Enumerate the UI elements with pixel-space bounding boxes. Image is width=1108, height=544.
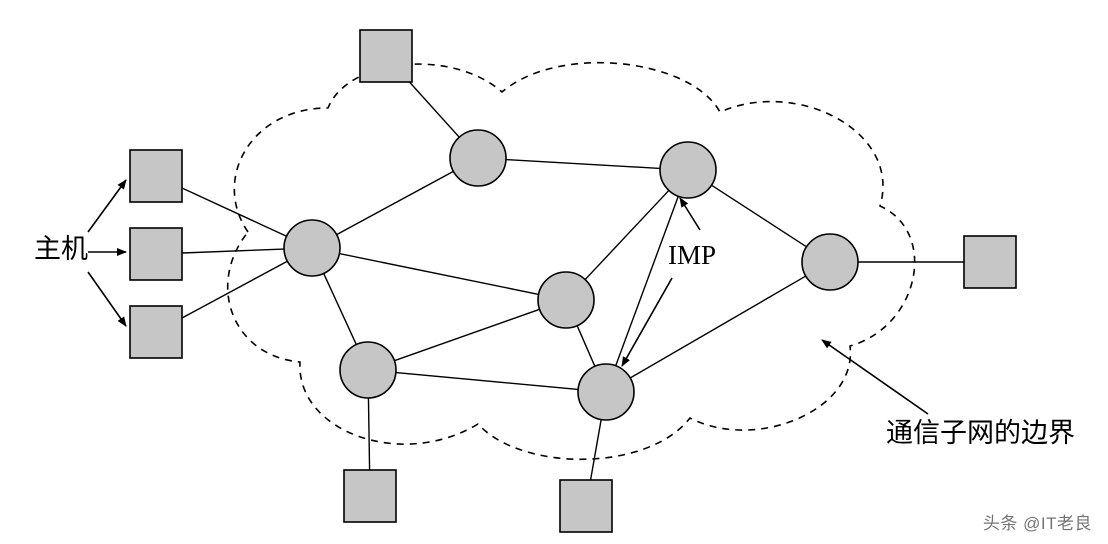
host-square — [130, 228, 182, 280]
host-square — [344, 470, 396, 522]
host-square — [964, 236, 1016, 288]
host-label: 主机 — [34, 234, 88, 264]
host-label-arrow — [88, 180, 126, 232]
imp-edge — [394, 309, 539, 360]
imp-edge — [339, 254, 538, 295]
imp-edge — [630, 276, 806, 378]
imp-node — [578, 364, 634, 420]
imp-edge — [506, 160, 660, 169]
boundary-label: 通信子网的边界 — [886, 418, 1075, 448]
host-square — [560, 480, 612, 532]
watermark-text: 头条 @IT老良 — [983, 509, 1092, 534]
imp-edge — [577, 326, 595, 367]
host-square — [130, 306, 182, 358]
host-link — [182, 249, 284, 253]
imp-label: IMP — [668, 240, 716, 270]
host-link — [409, 82, 459, 137]
host-link — [182, 261, 287, 318]
imp-node — [450, 130, 506, 186]
network-diagram: 主机 IMP 通信子网的边界 — [0, 0, 1108, 544]
boundary-label-arrow — [822, 340, 928, 414]
imp-node — [660, 142, 716, 198]
imp-node — [340, 342, 396, 398]
imp-node — [802, 234, 858, 290]
imp-edge — [585, 190, 669, 279]
host-square — [360, 30, 412, 82]
imp-edge — [711, 185, 806, 247]
imp-label-arrow — [680, 198, 700, 230]
host-square — [130, 150, 182, 202]
host-link — [368, 398, 369, 470]
imp-node — [284, 220, 340, 276]
host-label-arrow — [88, 272, 126, 326]
imp-edge — [337, 171, 454, 234]
imp-node — [538, 272, 594, 328]
imp-edge — [324, 273, 357, 344]
imp-edge — [616, 196, 679, 365]
host-link — [591, 420, 602, 480]
imp-edge — [396, 373, 578, 390]
imp-label-arrow — [622, 278, 672, 366]
